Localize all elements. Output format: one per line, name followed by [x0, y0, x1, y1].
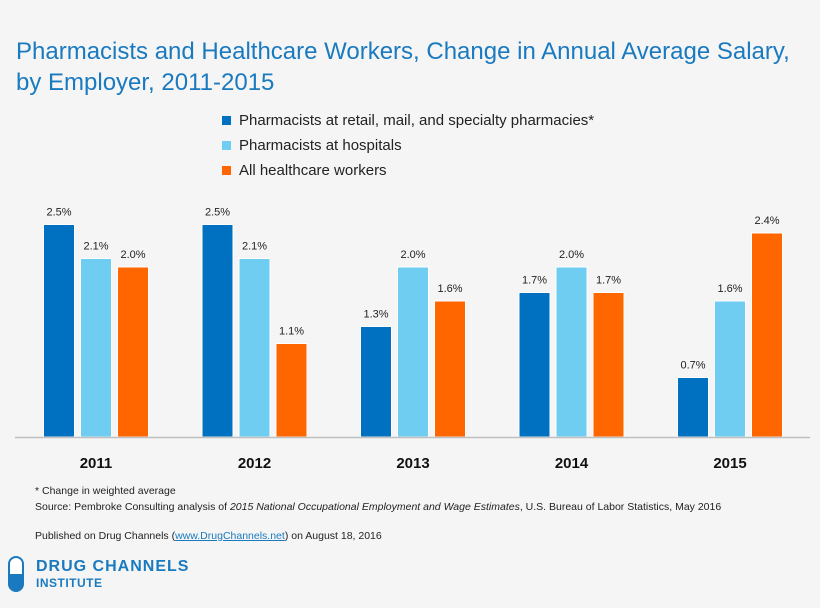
bar: [275, 343, 308, 438]
legend-item: Pharmacists at hospitals: [222, 133, 594, 158]
drugchannels-link[interactable]: www.DrugChannels.net: [175, 530, 285, 542]
data-label: 2.1%: [83, 241, 108, 253]
drug-channels-logo: DRUG CHANNELS INSTITUTE: [8, 556, 189, 592]
x-tick-label: 2015: [713, 455, 746, 472]
bar: [80, 258, 112, 438]
logo-line-2: INSTITUTE: [36, 576, 103, 590]
source-prefix: Source: Pembroke Consulting analysis of: [35, 501, 230, 513]
data-label: 1.6%: [717, 283, 742, 295]
legend-swatch: [222, 141, 231, 150]
x-tick-label: 2013: [396, 455, 429, 472]
data-label: 2.1%: [242, 241, 267, 253]
bar: [360, 326, 392, 438]
logo-line-1: DRUG CHANNELS: [36, 558, 190, 575]
bar: [238, 258, 271, 438]
title-line-2: by Employer, 2011-2015: [16, 69, 275, 96]
legend-swatch: [222, 166, 231, 175]
x-tick-label: 2012: [238, 455, 271, 472]
data-label: 1.7%: [522, 275, 547, 287]
legend: Pharmacists at retail, mail, and special…: [222, 108, 594, 183]
data-label: 1.3%: [363, 309, 388, 321]
legend-swatch: [222, 116, 231, 125]
data-label: 2.5%: [205, 207, 230, 219]
legend-item: All healthcare workers: [222, 158, 594, 183]
bar: [518, 292, 551, 438]
bar: [397, 266, 429, 438]
bar-plot: 2.5% 2.1% 2.0% 2011 2.5% 2.1% 1.1% 2012 1.3% 2.0%…: [15, 207, 810, 472]
published-suffix: ) on August 18, 2016: [284, 530, 382, 542]
data-label: 0.7%: [680, 360, 705, 372]
legend-item: Pharmacists at retail, mail, and special…: [222, 108, 594, 133]
title-line-1: Pharmacists and Healthcare Workers, Chan…: [16, 38, 790, 65]
x-tick-label: 2011: [80, 455, 113, 472]
bar: [43, 224, 75, 438]
data-label: 2.0%: [120, 249, 145, 261]
data-label: 2.0%: [559, 249, 584, 261]
bar: [751, 232, 783, 438]
footnote: * Change in weighted average: [35, 485, 176, 497]
data-label: 1.7%: [596, 275, 621, 287]
bar: [201, 224, 234, 438]
data-label: 1.6%: [437, 283, 462, 295]
bar: [434, 300, 466, 438]
source-suffix: , U.S. Bureau of Labor Statistics, May 2…: [519, 501, 722, 513]
data-label: 2.5%: [46, 207, 71, 219]
bar: [555, 266, 588, 438]
legend-label: Pharmacists at hospitals: [239, 137, 402, 154]
x-tick-label: 2014: [555, 455, 589, 472]
bar: [714, 300, 746, 438]
bar: [592, 292, 625, 438]
data-label: 2.0%: [400, 249, 425, 261]
chart-title: Pharmacists and Healthcare Workers, Chan…: [16, 36, 790, 98]
data-label: 1.1%: [279, 326, 304, 338]
published-note: Published on Drug Channels (www.DrugChan…: [35, 530, 382, 542]
capsule-icon: [8, 556, 24, 592]
legend-label: All healthcare workers: [239, 162, 387, 179]
data-label: 2.4%: [754, 215, 779, 227]
source-note: Source: Pembroke Consulting analysis of …: [35, 501, 721, 513]
legend-label: Pharmacists at retail, mail, and special…: [239, 112, 595, 129]
published-prefix: Published on Drug Channels (: [35, 530, 176, 542]
source-title: 2015 National Occupational Employment an…: [229, 501, 520, 513]
bar: [677, 377, 709, 438]
bar: [117, 266, 149, 438]
